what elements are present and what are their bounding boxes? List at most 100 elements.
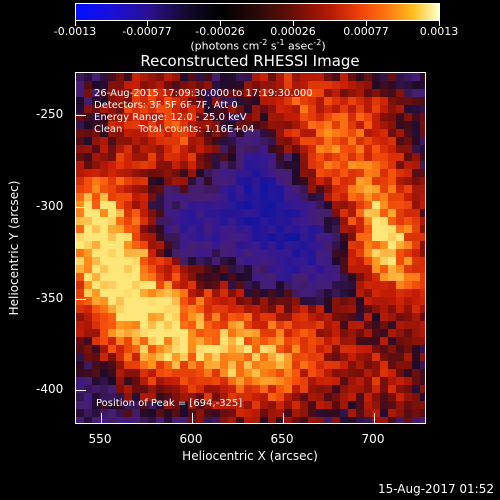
heatmap-cell bbox=[116, 329, 124, 337]
heatmap-cell bbox=[124, 209, 132, 217]
heatmap-cell bbox=[84, 257, 92, 265]
heatmap-cell bbox=[348, 361, 356, 369]
heatmap-cell bbox=[284, 201, 292, 209]
heatmap-cell bbox=[92, 329, 100, 337]
heatmap-cell bbox=[404, 217, 412, 225]
y-tick-label: -350 bbox=[36, 291, 64, 305]
heatmap-cell bbox=[276, 105, 284, 113]
y-tick bbox=[76, 299, 86, 300]
heatmap-cell bbox=[276, 273, 284, 281]
heatmap-cell bbox=[252, 193, 260, 201]
heatmap-cell bbox=[140, 393, 148, 401]
heatmap-cell bbox=[148, 105, 156, 113]
heatmap-cell bbox=[252, 329, 260, 337]
heatmap-cell bbox=[372, 89, 380, 97]
heatmap-cell bbox=[260, 337, 268, 345]
heatmap-cell bbox=[364, 313, 372, 321]
heatmap-cell bbox=[132, 225, 140, 233]
heatmap-cell bbox=[324, 281, 332, 289]
heatmap-cell bbox=[116, 161, 124, 169]
heatmap-cell bbox=[308, 393, 316, 401]
heatmap-cell bbox=[92, 105, 100, 113]
heatmap-cell bbox=[204, 393, 212, 401]
heatmap-cell bbox=[100, 337, 108, 345]
heatmap-cell bbox=[212, 209, 220, 217]
heatmap-cell bbox=[132, 105, 140, 113]
heatmap-cell bbox=[252, 81, 260, 89]
heatmap-cell bbox=[380, 337, 388, 345]
heatmap-cell bbox=[236, 249, 244, 257]
heatmap-cell bbox=[76, 121, 84, 129]
heatmap-cell bbox=[332, 249, 340, 257]
heatmap-cell bbox=[292, 233, 300, 241]
heatmap-cell bbox=[236, 401, 244, 409]
heatmap-cell bbox=[268, 369, 276, 377]
heatmap-cell bbox=[76, 73, 84, 81]
heatmap-cell bbox=[124, 393, 132, 401]
heatmap-cell bbox=[348, 329, 356, 337]
heatmap-cell bbox=[260, 201, 268, 209]
heatmap-cell bbox=[404, 265, 412, 273]
heatmap-cell bbox=[332, 217, 340, 225]
heatmap-cell bbox=[100, 241, 108, 249]
heatmap-cell bbox=[180, 225, 188, 233]
heatmap-cell bbox=[364, 377, 372, 385]
heatmap-cell bbox=[420, 161, 425, 169]
heatmap-cell bbox=[412, 209, 420, 217]
heatmap-cell bbox=[76, 273, 84, 281]
heatmap-cell bbox=[140, 161, 148, 169]
heatmap-cell bbox=[300, 233, 308, 241]
heatmap-cell bbox=[252, 353, 260, 361]
heatmap-cell bbox=[372, 329, 380, 337]
heatmap-cell bbox=[124, 89, 132, 97]
heatmap-cell bbox=[396, 137, 404, 145]
heatmap-cell bbox=[412, 345, 420, 353]
heatmap-cell bbox=[196, 97, 204, 105]
heatmap-cell bbox=[124, 233, 132, 241]
heatmap-cell bbox=[412, 289, 420, 297]
heatmap-cell bbox=[196, 153, 204, 161]
heatmap-cell bbox=[404, 121, 412, 129]
heatmap-cell bbox=[132, 185, 140, 193]
heatmap-cell bbox=[380, 161, 388, 169]
heatmap-cell bbox=[164, 217, 172, 225]
heatmap-cell bbox=[276, 249, 284, 257]
heatmap-cell bbox=[260, 377, 268, 385]
heatmap-cell bbox=[292, 321, 300, 329]
heatmap-cell bbox=[188, 73, 196, 81]
heatmap-cell bbox=[356, 201, 364, 209]
heatmap-cell bbox=[204, 273, 212, 281]
heatmap-cell bbox=[236, 209, 244, 217]
heatmap-cell bbox=[148, 193, 156, 201]
heatmap-cell bbox=[396, 313, 404, 321]
heatmap-cell bbox=[404, 129, 412, 137]
heatmap-cell bbox=[164, 393, 172, 401]
heatmap-cell bbox=[172, 113, 180, 121]
heatmap-cell bbox=[236, 193, 244, 201]
heatmap-cell bbox=[124, 81, 132, 89]
heatmap-cell bbox=[252, 345, 260, 353]
heatmap-cell bbox=[212, 129, 220, 137]
heatmap-cell bbox=[244, 329, 252, 337]
heatmap-cell bbox=[380, 177, 388, 185]
heatmap-cell bbox=[212, 89, 220, 97]
heatmap-cell bbox=[140, 169, 148, 177]
heatmap-cell bbox=[92, 241, 100, 249]
heatmap-cell bbox=[292, 177, 300, 185]
heatmap-cell bbox=[84, 113, 92, 121]
heatmap-cell bbox=[284, 217, 292, 225]
heatmap-cell bbox=[268, 193, 276, 201]
heatmap-cell bbox=[252, 305, 260, 313]
heatmap-cell bbox=[324, 393, 332, 401]
heatmap-cell bbox=[132, 345, 140, 353]
heatmap-cell bbox=[164, 313, 172, 321]
heatmap-cell bbox=[244, 241, 252, 249]
heatmap-cell bbox=[388, 289, 396, 297]
heatmap-cell bbox=[388, 113, 396, 121]
heatmap-cell bbox=[276, 265, 284, 273]
heatmap-cell bbox=[356, 249, 364, 257]
heatmap-cell bbox=[372, 225, 380, 233]
heatmap-cell bbox=[244, 249, 252, 257]
heatmap-cell bbox=[324, 249, 332, 257]
heatmap-cell bbox=[348, 337, 356, 345]
